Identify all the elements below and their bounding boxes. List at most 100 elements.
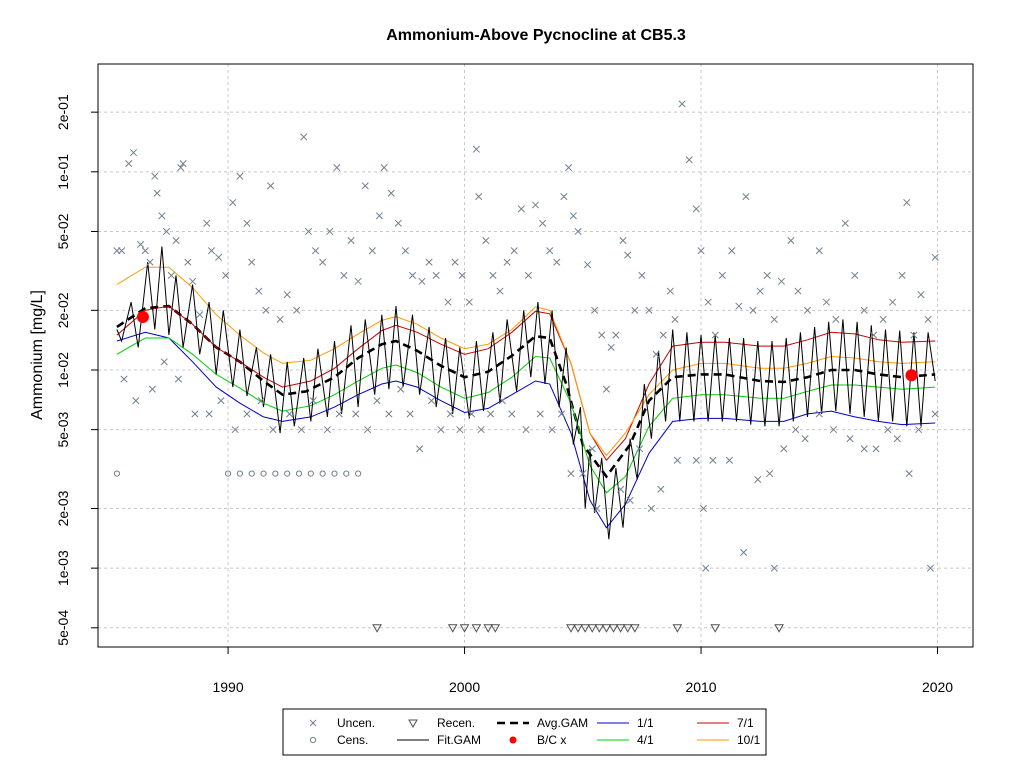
series-line-10-1	[116, 266, 936, 457]
cross-stroke	[418, 277, 426, 285]
uncensored-point	[602, 385, 610, 393]
recensored-point	[580, 624, 591, 633]
uncensored-point	[560, 193, 568, 201]
cross-stroke	[217, 397, 225, 405]
cross-stroke	[671, 315, 679, 323]
uncensored-point	[870, 331, 878, 339]
uncensored-point	[879, 315, 887, 323]
uncensored-point	[184, 258, 192, 266]
cross-stroke	[286, 410, 294, 418]
uncensored-point	[915, 426, 923, 434]
uncensored-point	[841, 219, 849, 227]
cross-stroke	[666, 287, 674, 295]
cross-stroke	[125, 160, 133, 168]
cross-stroke	[780, 445, 788, 453]
uncensored-point	[588, 445, 596, 453]
uncensored-point	[472, 145, 480, 153]
cross-stroke	[763, 271, 771, 279]
cross-stroke	[602, 385, 610, 393]
cross-stroke	[293, 306, 301, 314]
uncensored-point	[312, 247, 320, 255]
cross-stroke	[699, 504, 707, 513]
uncensored-point	[172, 236, 180, 245]
series-line-4-1	[116, 337, 936, 494]
cross-stroke	[510, 247, 518, 255]
uncensored-point	[132, 397, 140, 405]
cross-stroke	[889, 298, 897, 306]
cross-stroke	[269, 426, 277, 434]
recensored-point	[447, 624, 458, 633]
cross-stroke	[472, 145, 480, 153]
y-tick-label: 5e-03	[55, 412, 71, 448]
uncensored-point	[153, 189, 161, 197]
uncensored-point	[822, 298, 830, 306]
cross-stroke	[203, 219, 211, 227]
uncensored-point	[160, 358, 168, 366]
uncensored-point	[167, 271, 175, 279]
uncensored-point	[889, 298, 897, 306]
cross-stroke	[870, 331, 878, 339]
uncensored-point	[917, 291, 925, 299]
cross-stroke	[189, 277, 197, 285]
uncensored-point	[583, 261, 592, 269]
uncensored-point	[673, 456, 681, 464]
legend-label: Recen.	[437, 716, 475, 730]
cross-stroke	[697, 247, 705, 255]
uncensored-point	[286, 410, 294, 418]
y-tick-label: 1e-01	[55, 154, 71, 190]
cross-stroke	[725, 456, 733, 464]
cross-stroke	[931, 253, 939, 261]
cross-stroke	[860, 445, 868, 453]
cross-stroke	[333, 164, 341, 172]
cross-stroke	[546, 247, 554, 255]
cross-stroke	[709, 456, 717, 464]
uncensored-point	[125, 160, 133, 168]
uncensored-point	[215, 253, 223, 261]
cross-stroke	[425, 258, 433, 266]
cross-stroke	[243, 410, 251, 418]
uncensored-point	[598, 331, 606, 339]
uncensored-point	[699, 504, 707, 513]
legend-entry: Fit.GAM	[397, 733, 481, 747]
uncensored-point	[709, 456, 717, 464]
cross-stroke	[846, 435, 854, 443]
uncensored-point	[636, 445, 644, 453]
uncensored-point	[203, 219, 211, 227]
uncensored-point	[141, 247, 149, 255]
cross-stroke	[427, 397, 435, 405]
uncensored-point	[269, 426, 277, 434]
uncensored-point	[489, 271, 497, 279]
uncensored-point	[652, 350, 660, 358]
cross-stroke	[574, 227, 582, 236]
cross-stroke	[872, 445, 880, 453]
cross-stroke	[347, 236, 355, 245]
uncensored-point	[593, 504, 601, 513]
uncensored-point	[406, 410, 414, 418]
uncensored-point	[638, 271, 646, 279]
uncensored-point	[364, 426, 372, 434]
cross-stroke	[335, 410, 343, 418]
legend-triangle-icon	[408, 719, 418, 729]
legend: Uncen. Cens. Recen. Fit.GAM Avg.GAM B/C x 1/1 4…	[282, 708, 767, 756]
cross-stroke	[267, 182, 275, 190]
cross-stroke	[841, 219, 849, 227]
cross-stroke	[257, 397, 265, 405]
cross-stroke	[766, 470, 774, 478]
uncensored-point	[425, 258, 433, 266]
uncensored-point	[754, 475, 762, 484]
uncensored-point	[770, 564, 778, 572]
uncensored-point	[446, 410, 454, 418]
uncensored-point	[236, 172, 244, 180]
cross-stroke	[129, 149, 138, 157]
cross-stroke	[792, 426, 800, 434]
cross-stroke	[617, 485, 625, 493]
uncensored-point	[217, 397, 225, 405]
censored-point	[284, 470, 291, 477]
cross-stroke	[893, 435, 901, 443]
cross-stroke	[645, 306, 653, 314]
cross-stroke	[522, 426, 530, 434]
cross-stroke	[312, 247, 320, 255]
uncensored-point	[524, 271, 532, 279]
uncensored-point	[657, 485, 665, 493]
cross-stroke	[137, 240, 145, 249]
